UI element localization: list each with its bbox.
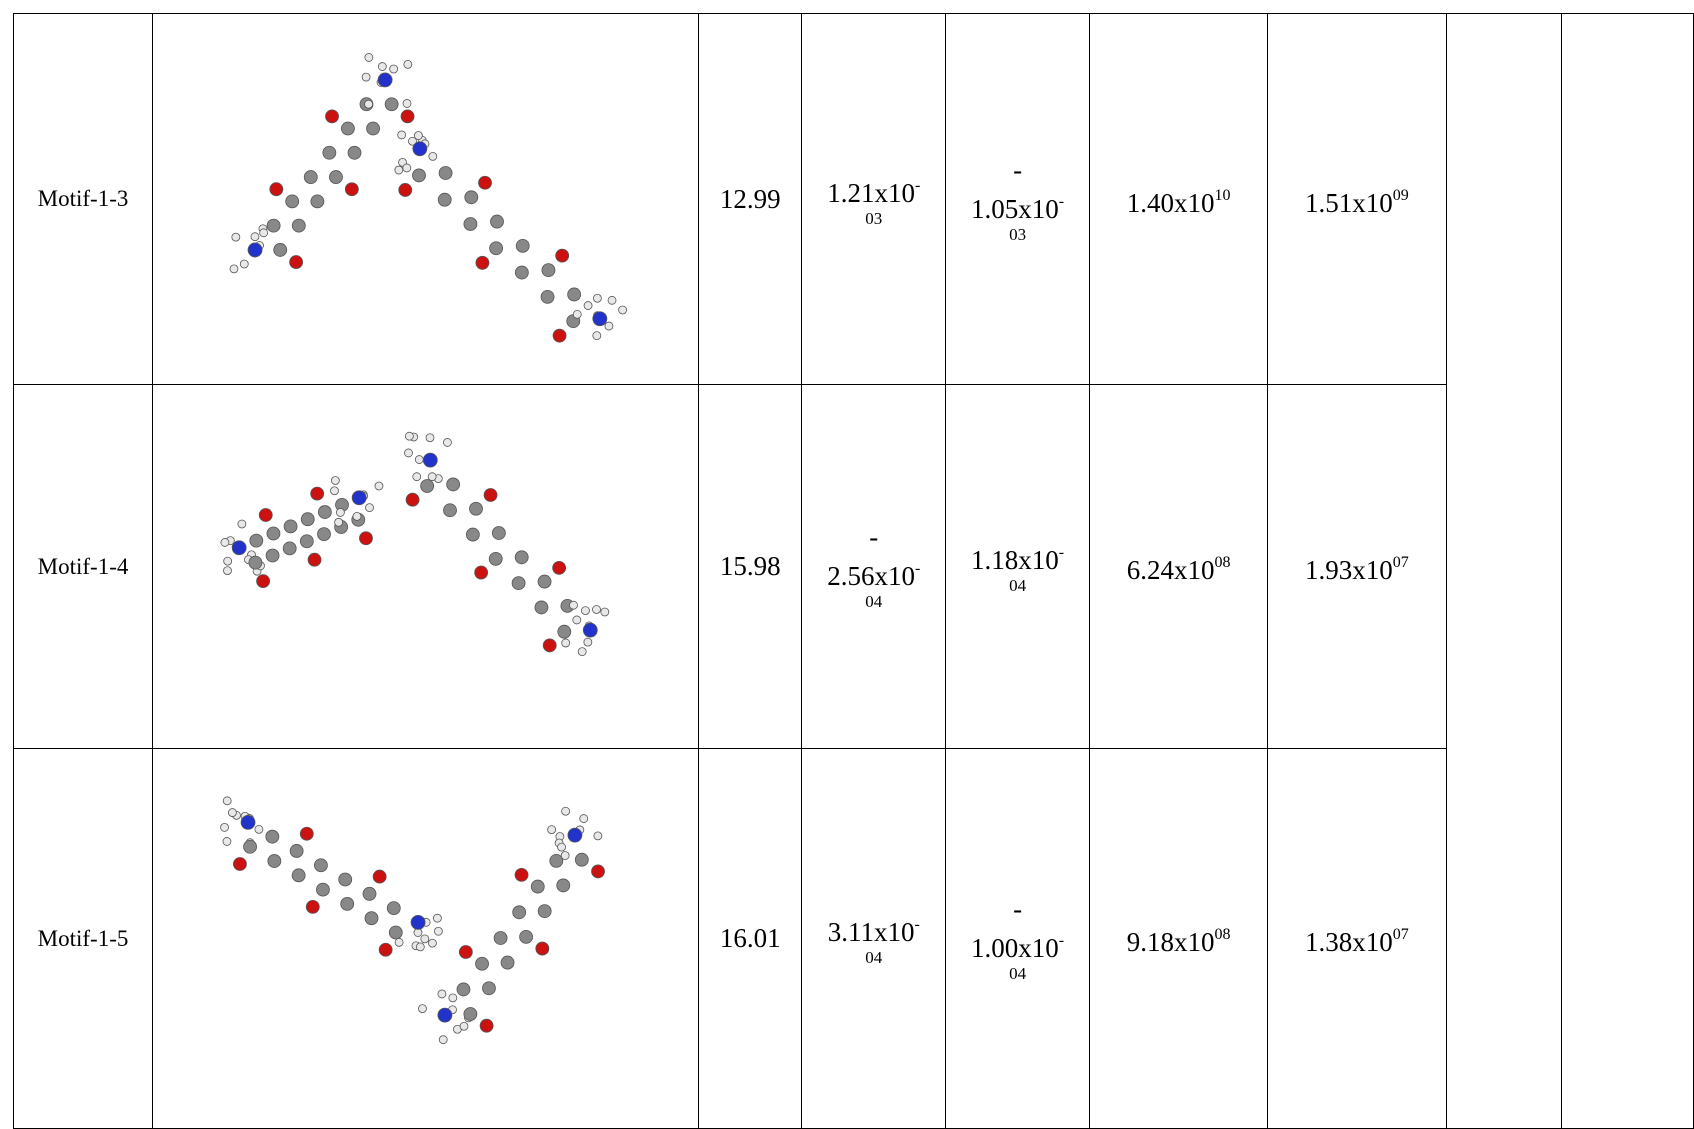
value-cell: 3.11x10-04 <box>802 749 946 1129</box>
value-main: 1.21x10- <box>802 170 945 209</box>
motif-name: Motif-1-5 <box>14 749 153 1129</box>
sign: - <box>946 154 1089 186</box>
exponent: 08 <box>1215 926 1231 943</box>
value-base: 2.56x10 <box>827 561 915 591</box>
value-main: 1.05x10- <box>946 186 1089 225</box>
value-main: 1.51x1009 <box>1268 180 1445 219</box>
value-base: 1.00x10 <box>971 933 1059 963</box>
exponent: 09 <box>1393 187 1409 204</box>
energy: 16.01 <box>699 749 802 1129</box>
value-cell: 1.40x1010 <box>1089 14 1267 385</box>
exponent: 07 <box>1393 554 1409 571</box>
value-cell: -1.00x10-04 <box>946 749 1090 1129</box>
sign: - <box>946 893 1089 925</box>
value-main: 1.18x10- <box>946 537 1089 576</box>
value-cell: 1.93x1007 <box>1268 385 1446 749</box>
value-base: 1.21x10 <box>827 178 915 208</box>
value-base: 1.40x10 <box>1127 188 1215 218</box>
exponent: 04 <box>946 576 1089 596</box>
merged-cell <box>1446 14 1562 1129</box>
exponent-sign: - <box>915 560 920 577</box>
value-main: 3.11x10- <box>802 909 945 948</box>
value-cell: 1.51x1009 <box>1268 14 1446 385</box>
value-cell: 6.24x1008 <box>1089 385 1267 749</box>
value-main: 1.40x1010 <box>1090 180 1267 219</box>
exponent: 07 <box>1393 926 1409 943</box>
value-base: 6.24x10 <box>1127 555 1215 585</box>
exponent-sign: - <box>1059 932 1064 949</box>
value-cell: 1.21x10-03 <box>802 14 946 385</box>
value-base: 3.11x10 <box>828 917 915 947</box>
value-main: 9.18x1008 <box>1090 919 1267 958</box>
exponent-sign: - <box>915 177 920 194</box>
value-base: 1.38x10 <box>1305 927 1393 957</box>
energy: 12.99 <box>699 14 802 385</box>
value-base: 9.18x10 <box>1127 927 1215 957</box>
exponent: 04 <box>946 964 1089 984</box>
value-cell: -2.56x10-04 <box>802 385 946 749</box>
value-cell: 1.38x1007 <box>1268 749 1446 1129</box>
value-main: 1.38x1007 <box>1268 919 1445 958</box>
motif-name: Motif-1-4 <box>14 385 153 749</box>
value-base: 1.18x10 <box>971 545 1059 575</box>
value-main: 6.24x1008 <box>1090 547 1267 586</box>
energy: 15.98 <box>699 385 802 749</box>
value-main: 2.56x10- <box>802 553 945 592</box>
exponent: 10 <box>1215 187 1231 204</box>
molecule-image <box>153 16 698 383</box>
exponent-sign: - <box>1059 193 1064 210</box>
structure-cell <box>153 749 699 1129</box>
motif-name: Motif-1-3 <box>14 14 153 385</box>
value-base: 1.51x10 <box>1305 188 1393 218</box>
sign: - <box>802 521 945 553</box>
exponent: 08 <box>1215 554 1231 571</box>
exponent: 03 <box>802 209 945 229</box>
value-main: 1.00x10- <box>946 925 1089 964</box>
value-base: 1.93x10 <box>1305 555 1393 585</box>
structure-cell <box>153 14 699 385</box>
exponent-sign: - <box>914 916 919 933</box>
value-cell: 1.18x10-04 <box>946 385 1090 749</box>
structure-cell <box>153 385 699 749</box>
value-base: 1.05x10 <box>971 194 1059 224</box>
molecule-image <box>153 387 698 747</box>
value-cell: 9.18x1008 <box>1089 749 1267 1129</box>
exponent: 03 <box>946 225 1089 245</box>
value-cell: -1.05x10-03 <box>946 14 1090 385</box>
exponent: 04 <box>802 948 945 968</box>
merged-cell <box>1562 14 1694 1129</box>
exponent-sign: - <box>1059 544 1064 561</box>
value-main: 1.93x1007 <box>1268 547 1445 586</box>
molecule-image <box>153 751 698 1127</box>
exponent: 04 <box>802 592 945 612</box>
